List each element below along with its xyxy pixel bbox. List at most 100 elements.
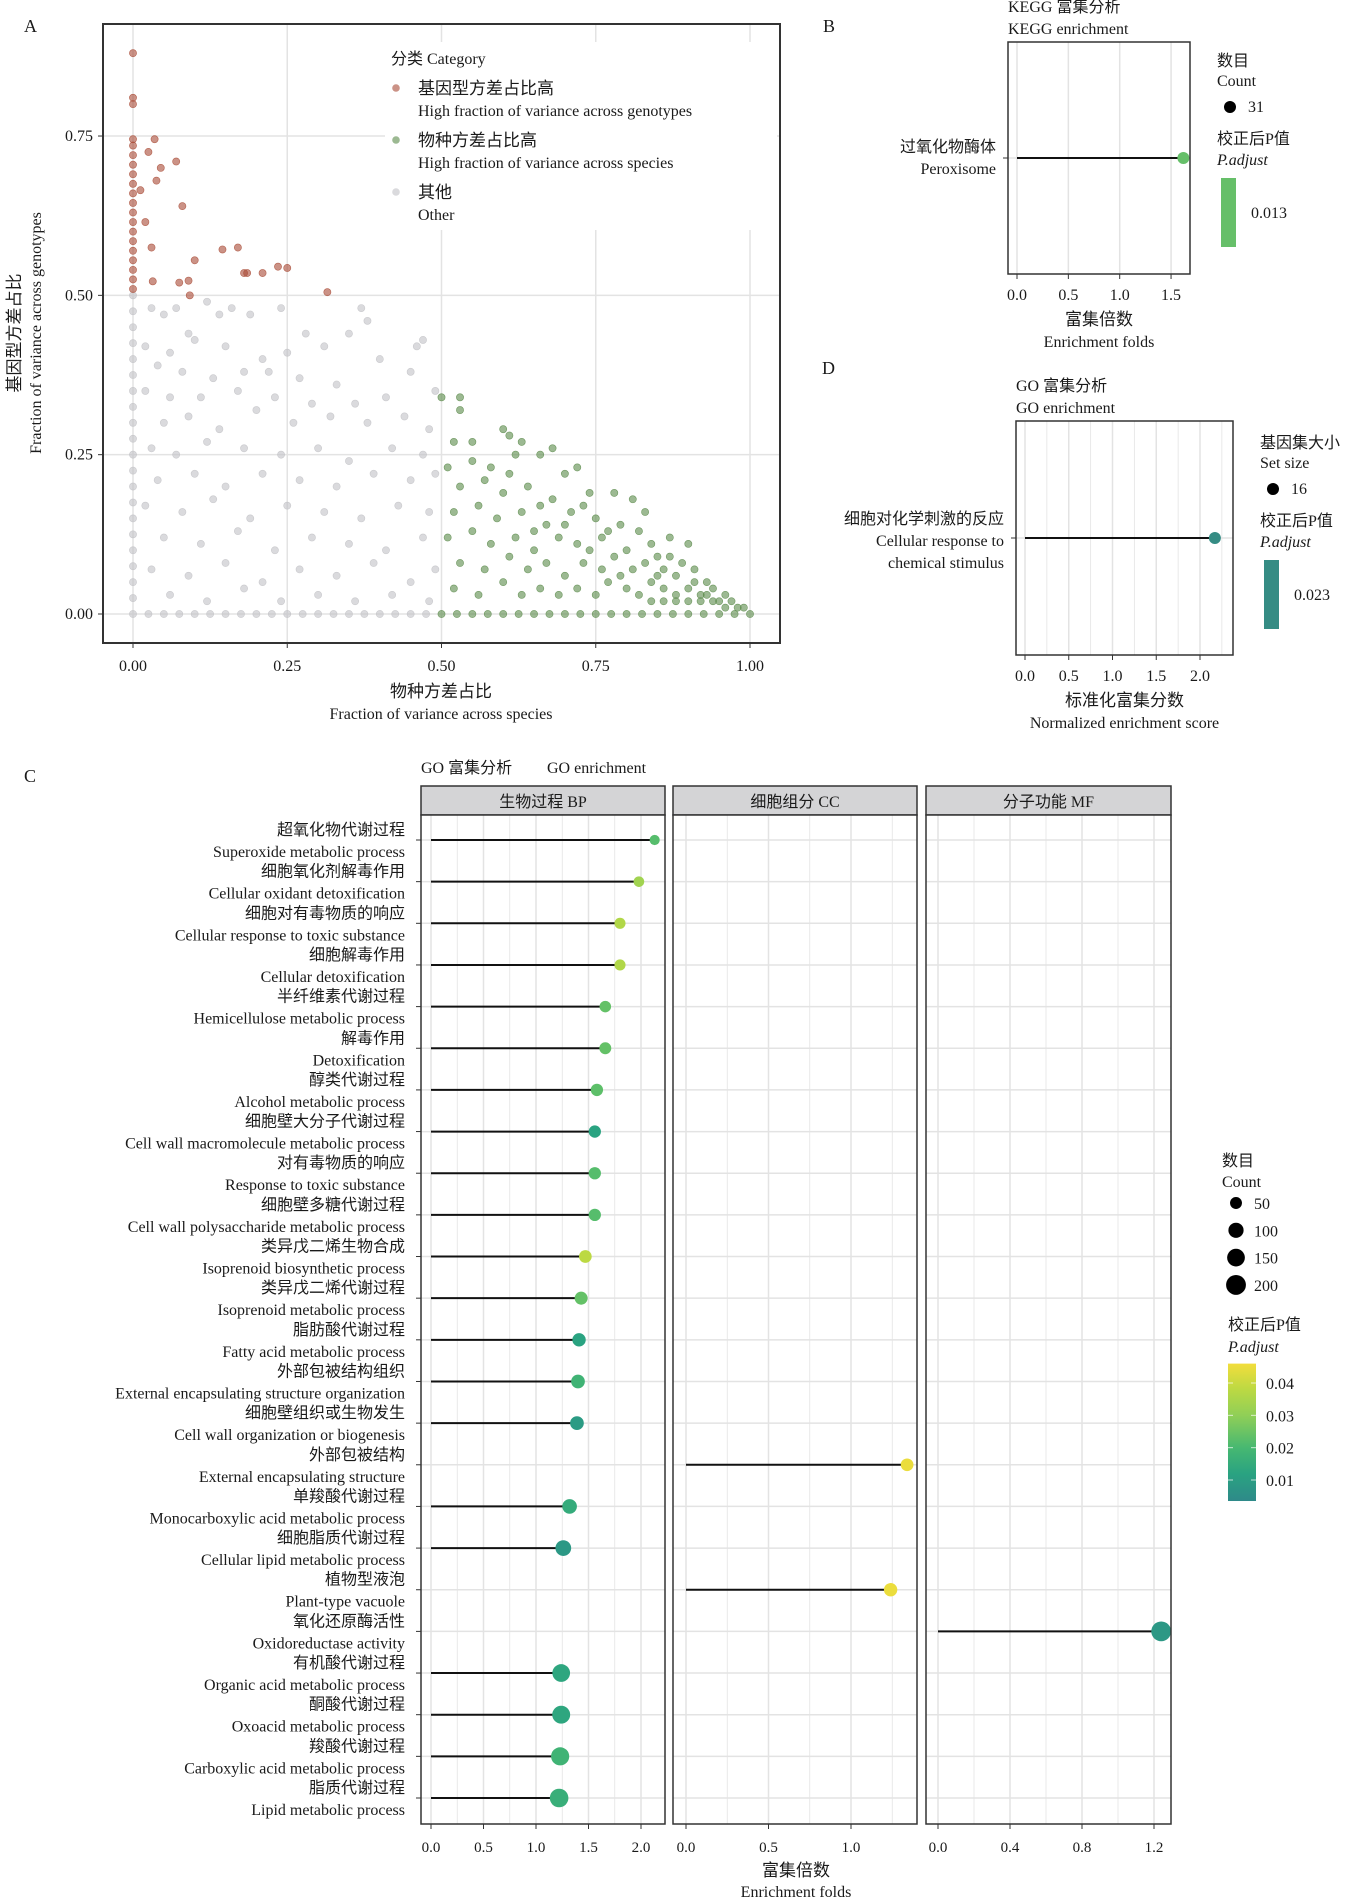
lollipop-dot <box>571 1374 585 1389</box>
color-legend-title-zh: 校正后P值 <box>1260 512 1333 530</box>
scatter-point-species <box>453 610 461 618</box>
scatter-point-species <box>647 578 656 587</box>
legend-label-zh: 其他 <box>418 183 452 202</box>
scatter-point-species <box>449 508 458 516</box>
lollipop-dot <box>552 1664 571 1682</box>
scatter-point-genotype <box>141 218 150 226</box>
scatter-point-species <box>610 552 619 561</box>
scatter-point-species <box>616 520 625 529</box>
x-axis-title-en: Normalized enrichment score <box>1030 715 1219 732</box>
facet-border-bp <box>420 814 666 1825</box>
term-label-en: Isoprenoid biosynthetic process <box>202 1261 405 1278</box>
term-label-zh: 细胞解毒作用 <box>309 946 405 964</box>
scatter-point-species <box>530 610 538 618</box>
scatter-point-other <box>203 438 211 446</box>
lollipop-dot <box>883 1583 898 1597</box>
scatter-point-other <box>425 597 434 606</box>
scatter-point-other <box>320 342 329 351</box>
term-label-en: Fatty acid metabolic process <box>222 1344 405 1361</box>
scatter-point-genotype <box>185 291 194 300</box>
scatter-point-species <box>561 469 569 478</box>
scatter-point-species <box>647 539 656 548</box>
term-label-zh: 脂肪酸代谢过程 <box>293 1321 405 1339</box>
x-tick-label: 0.0 <box>677 1840 696 1856</box>
term-label-en: Plant-type vacuole <box>285 1594 405 1611</box>
scatter-point-species <box>607 610 616 618</box>
scatter-point-other <box>166 393 174 402</box>
color-legend-title-en: P.adjust <box>1227 1339 1279 1356</box>
term-label-zh: 类异戊二烯生物合成 <box>261 1238 405 1256</box>
lollipop-dot <box>588 1208 601 1222</box>
scatter-point-species <box>709 597 717 606</box>
scatter-point-species <box>696 597 705 606</box>
scatter-point-genotype <box>129 208 137 217</box>
term-label-zh: 氧化还原酶活性 <box>293 1612 405 1630</box>
scatter-point-other <box>406 578 415 587</box>
scatter-point-genotype <box>129 265 137 274</box>
x-axis-title-zh: 标准化富集分数 <box>1065 691 1184 710</box>
term-label-en: Cellular detoxification <box>261 969 405 986</box>
scatter-point-species <box>604 527 612 536</box>
term-label-en: chemical stimulus <box>888 555 1004 572</box>
term-label-en: Peroxisome <box>920 161 996 178</box>
scatter-point-species <box>486 463 495 472</box>
scatter-point-species <box>665 533 674 542</box>
scatter-point-other <box>159 310 168 319</box>
scatter-point-other <box>159 418 168 427</box>
scatter-point-species <box>554 590 563 599</box>
scatter-point-other <box>400 412 409 421</box>
scatter-point-other <box>141 342 150 351</box>
scatter-point-other <box>283 501 292 510</box>
scatter-point-species <box>561 571 569 580</box>
scatter-point-species <box>523 565 532 574</box>
scatter-point-genotype <box>129 246 137 255</box>
scatter-point-other <box>431 387 440 395</box>
scatter-point-species <box>684 584 693 593</box>
scatter-point-species <box>499 489 508 497</box>
scatter-point-genotype <box>190 256 199 265</box>
scatter-point-species <box>591 514 600 523</box>
scatter-point-other <box>147 565 156 574</box>
panel-title-zh-b: KEGG 富集分析 <box>1008 0 1120 16</box>
scatter-point-species <box>659 584 668 593</box>
term-label-en: Oxoacid metabolic process <box>232 1719 405 1736</box>
scatter-point-species <box>628 495 637 504</box>
lollipop-dot <box>570 1416 584 1430</box>
scatter-point-other <box>314 610 322 618</box>
scatter-point-other <box>431 469 440 478</box>
scatter-point-other <box>425 425 434 434</box>
scatter-point-other <box>129 434 137 443</box>
scatter-point-species <box>635 527 643 536</box>
x-tick-label: 0.0 <box>1007 287 1027 304</box>
scatter-point-other <box>252 406 261 414</box>
scatter-point-other <box>246 514 255 523</box>
x-tick-label: 1.5 <box>1146 668 1166 685</box>
term-label-en: External encapsulating structure <box>199 1469 405 1486</box>
scatter-point-other <box>382 546 390 555</box>
scatter-point-other <box>308 533 316 542</box>
scatter-point-species <box>456 393 464 402</box>
y-axis-title-en: Fraction of variance across genotypes <box>28 212 45 454</box>
panel-title-en-c: GO enrichment <box>547 760 647 777</box>
term-label-en: Response to toxic substance <box>225 1177 405 1194</box>
scatter-point-species <box>468 438 477 446</box>
scatter-point-genotype <box>129 189 137 198</box>
scatter-point-other <box>240 367 248 376</box>
scatter-point-other <box>283 610 292 618</box>
scatter-point-species <box>579 559 588 567</box>
scatter-point-genotype <box>283 264 292 272</box>
scatter-point-other <box>209 495 218 504</box>
scatter-point-species <box>659 565 668 574</box>
term-label-zh: 对有毒物质的响应 <box>277 1153 405 1172</box>
scatter-point-species <box>548 495 557 504</box>
scatter-point-other <box>129 418 137 427</box>
x-tick-label: 0.5 <box>474 1840 493 1856</box>
x-tick-label: 0.0 <box>1015 668 1035 685</box>
scatter-point-other <box>345 539 353 548</box>
scatter-point-species <box>678 559 687 567</box>
term-label-zh: 半纤维素代谢过程 <box>277 988 405 1006</box>
term-label-zh: 外部包被结构 <box>309 1446 405 1464</box>
scatter-point-other <box>391 610 400 618</box>
scatter-point-species <box>517 590 526 599</box>
scatter-point-other <box>196 393 205 402</box>
